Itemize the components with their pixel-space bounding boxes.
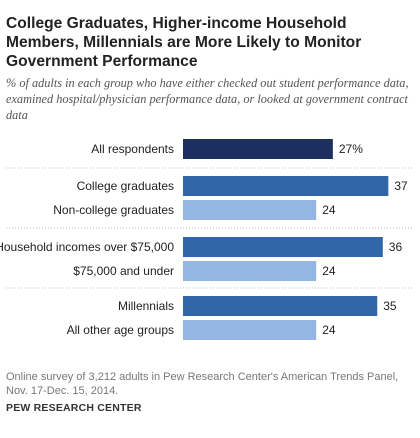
category-label: $75,000 and under [73,264,174,278]
category-label: Household incomes over $75,000 [0,240,174,254]
category-label: College graduates [77,179,174,193]
category-label: All respondents [91,142,174,156]
chart-subtitle: % of adults in each group who have eithe… [6,76,409,122]
bar [183,296,378,316]
bar [183,200,317,220]
data-label: 35 [383,299,397,313]
bar [183,320,317,340]
survey-note: Online survey of 3,212 adults in Pew Res… [6,371,399,397]
data-label: 27% [339,142,363,156]
data-label: 36 [389,240,403,254]
bar [183,139,333,159]
source-label: PEW RESEARCH CENTER [6,402,142,414]
category-label: Millennials [118,299,174,313]
data-label: 24 [322,323,336,337]
category-label: All other age groups [67,323,174,337]
data-label: 24 [322,203,336,217]
bar [183,176,389,196]
bar [183,261,317,281]
data-label: 37 [394,179,408,193]
category-label: Non-college graduates [53,203,174,217]
bar [183,237,383,257]
data-label: 24 [322,264,336,278]
chart-title: College Graduates, Higher-income Househo… [6,15,362,70]
